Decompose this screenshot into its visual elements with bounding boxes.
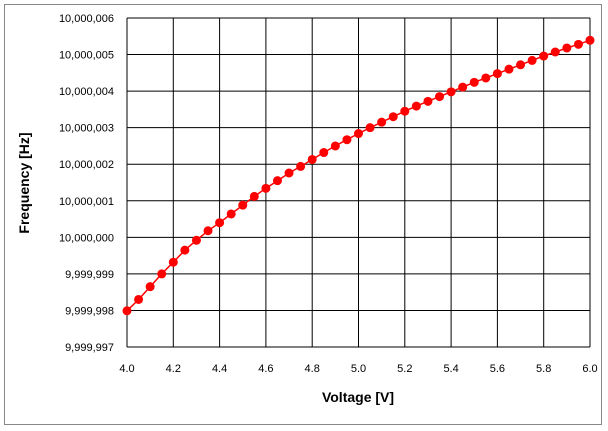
y-tick-label: 10,000,006 [59,13,114,25]
data-point [180,245,190,255]
y-tick-label: 10,000,005 [59,50,114,62]
data-point [400,106,410,116]
data-point [354,129,363,139]
data-point [134,294,144,304]
data-point [272,176,282,186]
data-point [423,96,433,106]
data-point [539,51,549,61]
data-point [377,117,387,127]
x-tick-label: 4.0 [119,363,134,375]
x-tick-label: 5.4 [443,363,458,375]
y-tick-label: 9,999,999 [65,269,114,281]
series-group [122,35,595,316]
data-point [203,226,213,236]
data-point [307,154,317,164]
y-tick-label: 10,000,000 [59,232,114,244]
y-tick-label: 10,000,003 [59,123,114,135]
chart-frame [4,4,602,425]
data-point [492,69,502,79]
y-tick-label: 10,000,002 [59,159,114,171]
y-tick-label: 10,000,004 [59,86,114,98]
data-point [435,92,445,102]
x-tick-label: 4.8 [305,363,320,375]
data-point [296,161,306,171]
data-point [319,148,329,158]
x-tick-label: 5.2 [397,363,412,375]
x-tick-labels: 4.0 4.2 4.4 4.6 4.8 5.0 5.2 5.4 5.6 5.8 6.0 [119,363,597,375]
y-tick-label: 9,999,997 [65,342,114,354]
x-tick-label: 4.6 [258,363,273,375]
x-tick-label: 5.8 [536,363,551,375]
y-tick-labels: 9,999,997 9,999,998 9,999,999 10,000,000 10,… [59,13,114,354]
data-point [215,218,225,228]
data-point [330,141,340,151]
data-point [550,47,560,57]
x-tick-label: 4.2 [166,363,181,375]
data-point [446,87,456,97]
data-point [157,269,167,279]
y-tick-label: 9,999,998 [65,305,114,317]
data-point [411,101,421,111]
data-point [168,257,178,267]
data-point [516,60,526,70]
data-point [342,135,352,145]
x-tick-label: 4.4 [212,363,227,375]
data-point [388,112,398,122]
data-point [504,64,514,74]
y-tick-label: 10,000,001 [59,196,114,208]
data-point [238,200,248,210]
data-point [191,235,201,245]
data-point [226,209,236,219]
data-point [249,191,259,201]
x-tick-label: 5.0 [351,363,366,375]
data-point [458,82,468,92]
data-point [122,306,132,316]
x-axis-title: Voltage [V] [322,389,394,405]
x-tick-label: 5.6 [490,363,505,375]
data-point [145,282,155,292]
data-point [469,77,479,87]
data-point [562,43,572,53]
data-point [261,183,271,193]
y-axis-title: Frequency [Hz] [16,132,32,233]
data-point [481,73,491,83]
x-tick-label: 6.0 [582,363,597,375]
data-point [365,123,375,133]
data-point [573,39,583,49]
data-point [527,55,537,65]
data-point [585,35,595,45]
data-point [284,168,294,178]
